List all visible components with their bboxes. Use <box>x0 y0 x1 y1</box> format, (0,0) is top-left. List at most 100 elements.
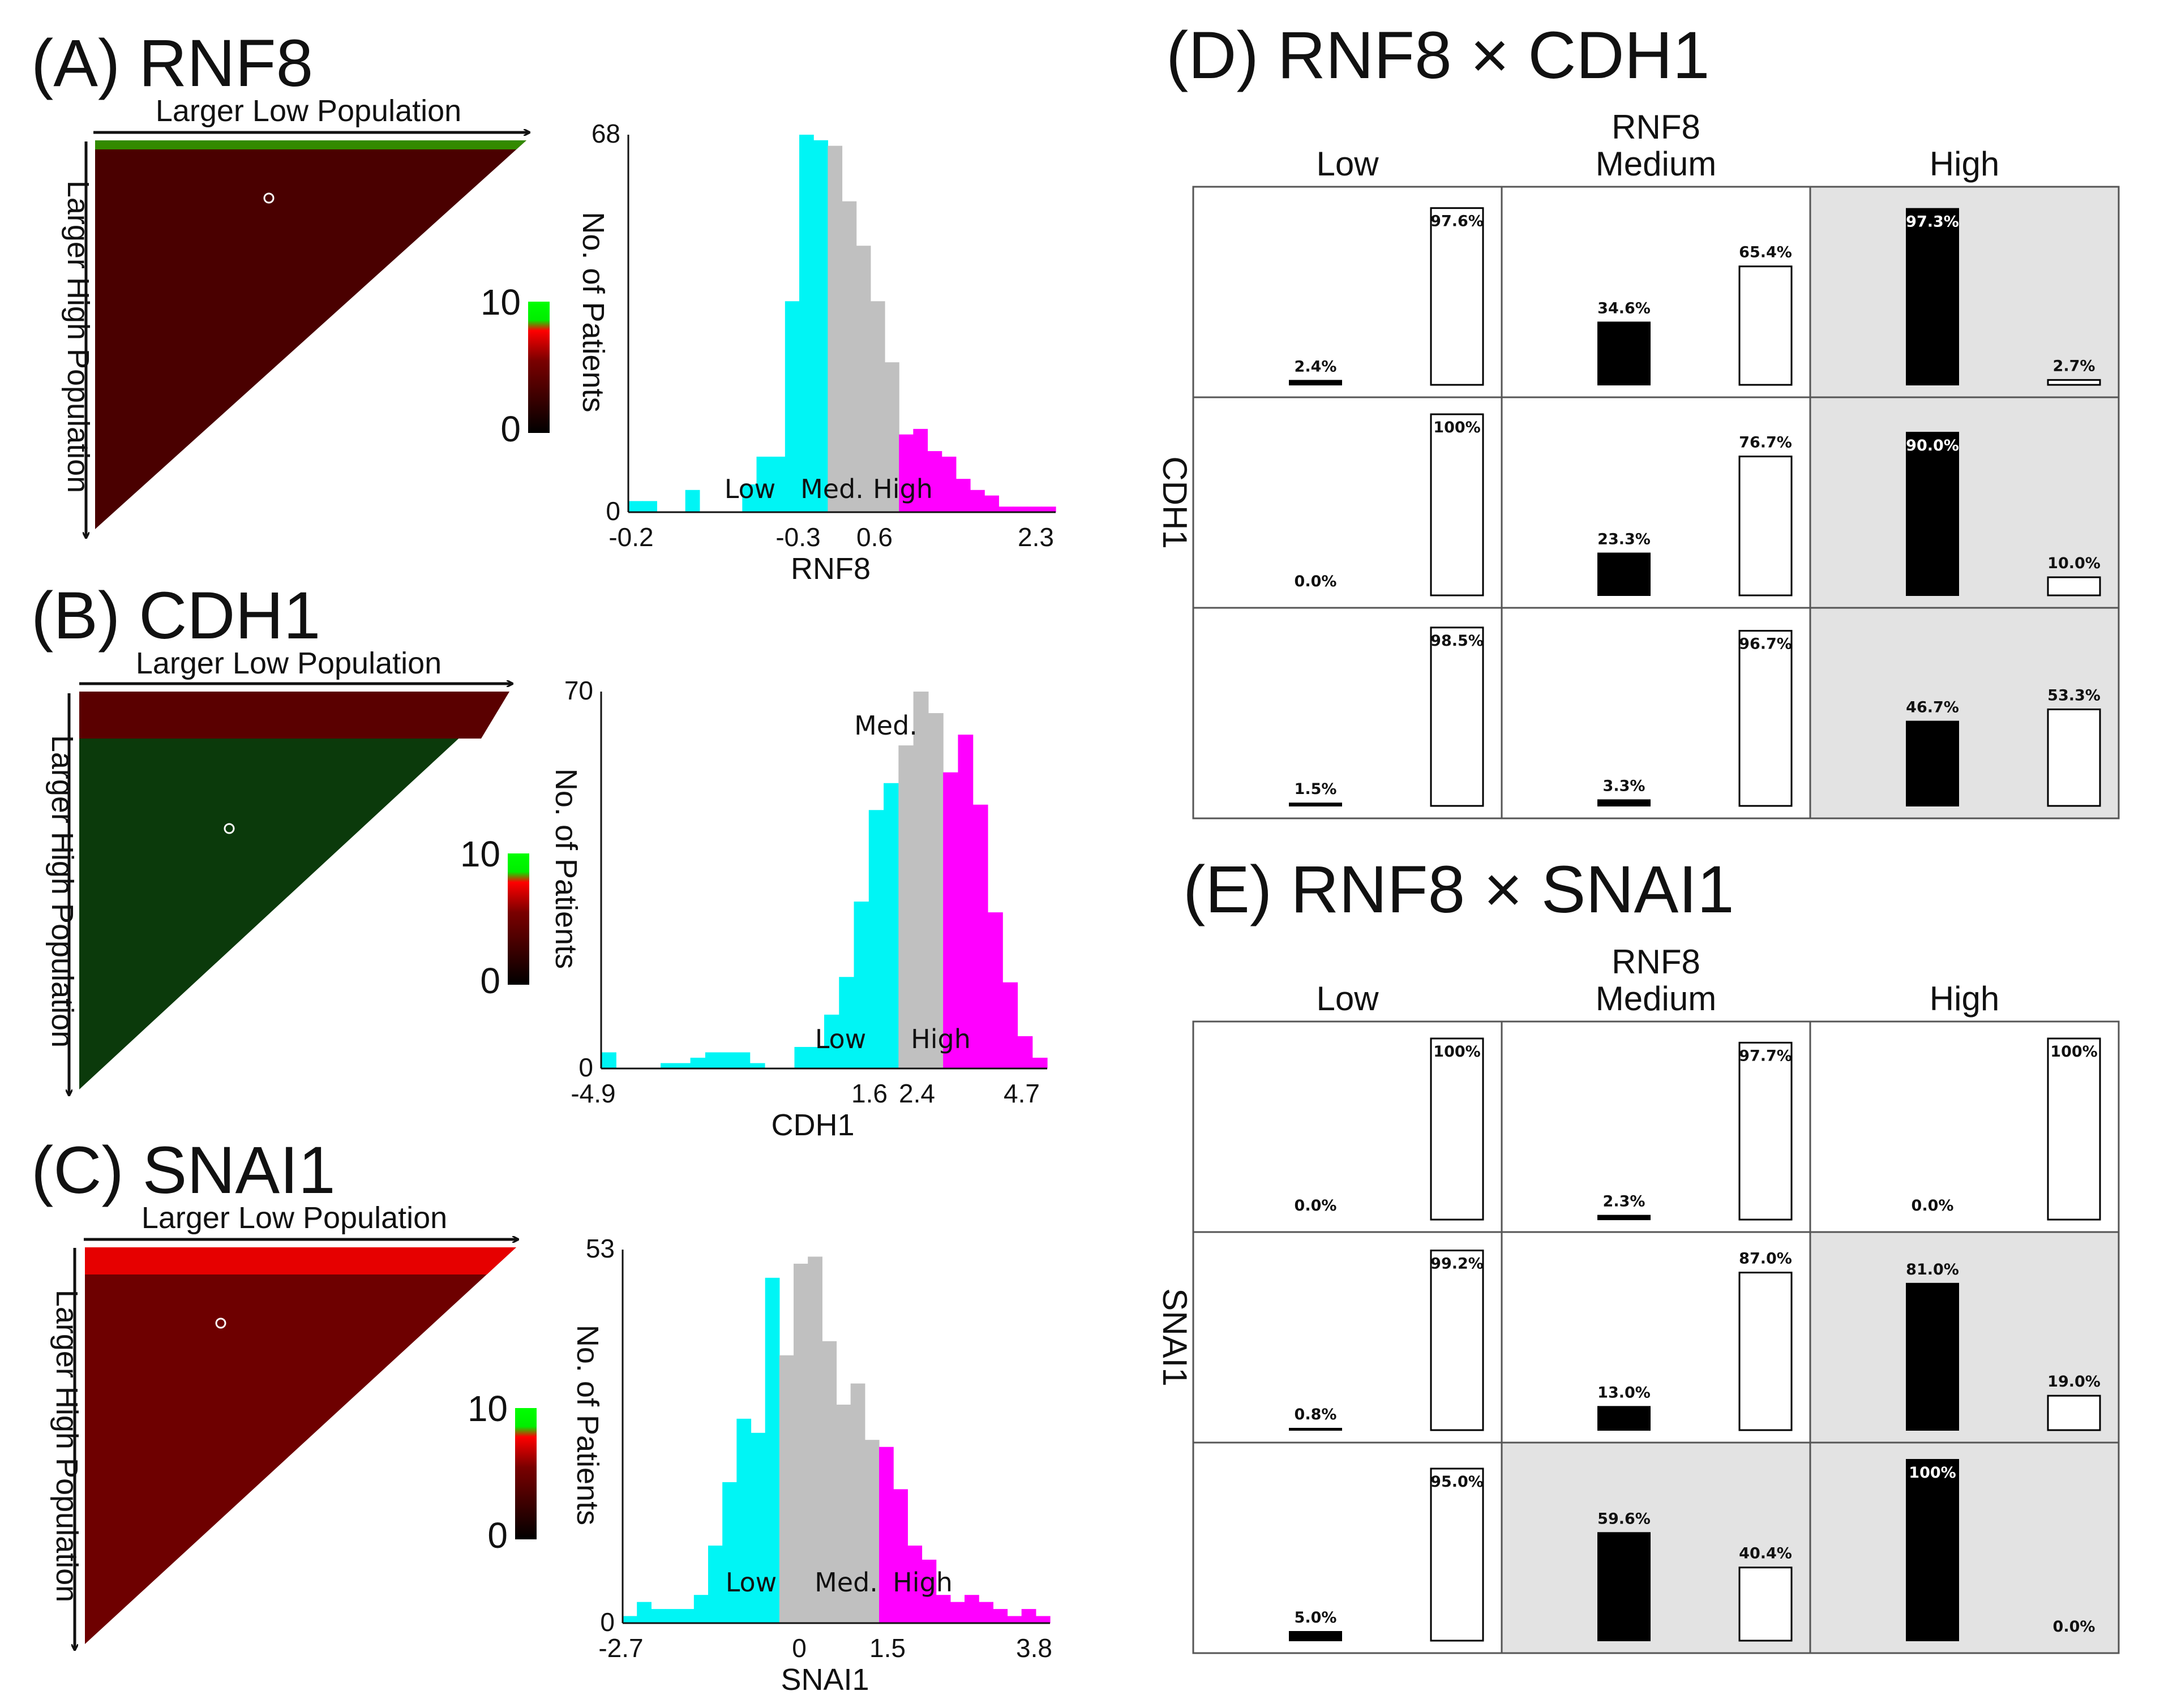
x-tick-label: -2.7 <box>598 1633 643 1663</box>
white-bar <box>1738 456 1793 596</box>
x-axis-label: RNF8 <box>791 552 871 586</box>
histogram-bar <box>885 362 899 512</box>
histogram-bar <box>870 301 885 512</box>
histogram-bar <box>972 804 988 1068</box>
histogram-bar <box>824 1014 839 1068</box>
grid-cell: 13.0% 87.0% <box>1501 1231 1811 1444</box>
white-bar-label: 97.6% <box>1430 213 1484 230</box>
y-axis-label: No. of Patients <box>571 1325 605 1525</box>
black-bar <box>1289 1631 1342 1641</box>
histogram-bar <box>850 1383 865 1623</box>
colorscale-bar <box>515 1408 537 1539</box>
triangle-left-label: Larger High Population <box>50 1290 84 1602</box>
black-bar-label: 23.3% <box>1597 530 1651 548</box>
black-bar <box>1597 1406 1651 1431</box>
triangle-left-label: Larger High Population <box>45 735 79 1048</box>
white-bar-label: 2.7% <box>2053 357 2095 375</box>
white-bar-label: 53.3% <box>2047 686 2101 704</box>
black-bar-label: 59.6% <box>1597 1510 1651 1527</box>
y-axis-label: No. of Patients <box>549 769 583 969</box>
column-header: Low <box>1316 145 1379 183</box>
histogram-bar <box>970 490 985 512</box>
x-tick-label: 1.5 <box>869 1633 906 1663</box>
colorscale-b: 10 0 <box>460 834 529 1001</box>
grid-cell: 0.0% 100% <box>1192 396 1503 609</box>
grid-rnf8-snai1: RNF8LowMediumHighSNAI1Low0.0%100%2.3%97.… <box>1156 943 2120 1654</box>
histogram-bar <box>868 810 884 1068</box>
histogram-bar <box>735 1052 751 1068</box>
histogram-bar <box>809 1046 825 1068</box>
y-tick-label: 0 <box>578 1053 593 1082</box>
histogram-bar <box>1041 507 1056 512</box>
black-bar-label: 13.0% <box>1597 1384 1651 1401</box>
histogram-bar <box>736 1418 752 1623</box>
grid-cell: 100% 0.0% <box>1809 1441 2120 1654</box>
column-axis-title: RNF8 <box>1612 108 1700 146</box>
black-bar <box>1906 1282 1959 1431</box>
grid-cell: 5.0% 95.0% <box>1192 1441 1503 1654</box>
histogram-bar <box>836 1404 851 1623</box>
histogram-bar <box>642 501 657 512</box>
histogram-bar <box>907 1546 923 1623</box>
triangle-top-label: Larger Low Population <box>136 646 442 680</box>
x-tick-label: 2.3 <box>1018 522 1054 552</box>
panel-a-title: (A) RNF8 <box>31 26 313 101</box>
group-label: Low <box>726 1567 777 1598</box>
row-axis-title: SNAI1 <box>1156 1288 1194 1386</box>
white-bar-label: 10.0% <box>2047 555 2101 572</box>
white-bar-label: 76.7% <box>1739 434 1792 452</box>
grid-cell: 0.0% 100% <box>1809 1020 2120 1233</box>
histogram-bar <box>601 1052 616 1068</box>
histogram-bar <box>708 1546 723 1623</box>
group-label: Low <box>725 474 776 504</box>
histogram-bar <box>955 479 971 512</box>
grid-cell: 23.3% 76.7% <box>1501 396 1811 609</box>
y-tick-label: 68 <box>592 119 620 148</box>
black-bar <box>1597 1215 1651 1220</box>
column-axis-title: RNF8 <box>1612 943 1700 981</box>
histogram-bar <box>979 1602 993 1623</box>
histogram-bar <box>958 735 974 1068</box>
histogram-bar <box>950 1602 965 1623</box>
y-tick-label: 70 <box>564 676 593 705</box>
x-axis-label: SNAI1 <box>781 1663 869 1697</box>
column-header: Low <box>1316 980 1379 1018</box>
colorscale-c: 10 0 <box>468 1388 537 1556</box>
black-bar-label: 46.7% <box>1906 699 1959 716</box>
group-label: High <box>911 1024 971 1054</box>
grid-rnf8-cdh1: RNF8LowMediumHighCDH1Low2.4%97.6%34.6%65… <box>1156 108 2120 819</box>
black-bar <box>1597 552 1651 596</box>
grid-cell-background <box>1809 1441 2120 1654</box>
histogram-bar <box>928 713 944 1068</box>
histogram-bar <box>794 1046 810 1068</box>
colorscale-max-label: 10 <box>468 1388 508 1429</box>
white-bar-label: 100% <box>1433 1043 1480 1061</box>
histogram-bar <box>822 1341 837 1623</box>
white-bar-label: 100% <box>1433 419 1480 436</box>
histogram-bar <box>1027 507 1042 512</box>
panel-e-title: (E) RNF8 × SNAI1 <box>1183 852 1734 927</box>
white-bar <box>1738 1041 1793 1221</box>
histogram-bar <box>679 1609 695 1623</box>
triangle-heatmap-top-band <box>95 140 526 149</box>
white-bar <box>2047 708 2101 807</box>
x-tick-label: 4.7 <box>1004 1079 1040 1108</box>
histogram-bar <box>808 1256 822 1623</box>
histogram-bar <box>922 1559 937 1623</box>
histogram-bar <box>936 1595 951 1623</box>
histogram-bar <box>828 145 843 512</box>
panel-c-title: (C) SNAI1 <box>31 1133 336 1208</box>
group-label: High <box>873 474 933 504</box>
white-bar <box>2047 1394 2101 1431</box>
black-bar <box>1906 432 1959 596</box>
row-axis-title: CDH1 <box>1156 456 1194 548</box>
black-bar-label: 100% <box>1909 1464 1956 1482</box>
black-bar <box>1597 321 1651 386</box>
x-tick-label: 0.6 <box>856 522 893 552</box>
histogram-bar <box>751 1432 766 1623</box>
histogram-bar <box>693 1595 709 1623</box>
histogram-bar <box>1035 1616 1051 1623</box>
histogram-bar <box>749 1063 765 1068</box>
black-bar-label: 2.3% <box>1603 1193 1645 1211</box>
